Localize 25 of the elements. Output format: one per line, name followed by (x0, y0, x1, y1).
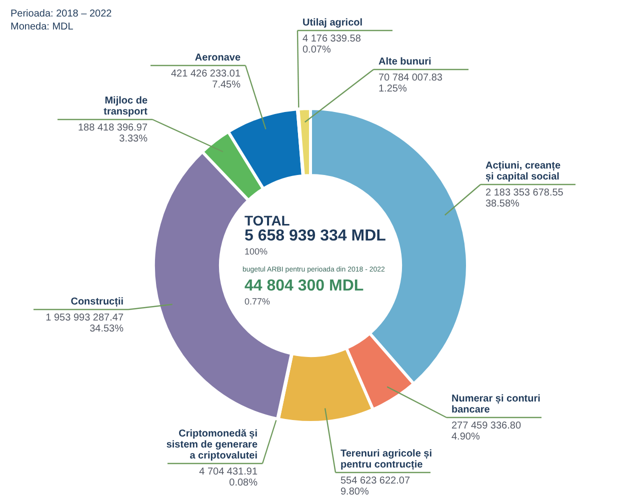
data-label: 4 704 431.91 0.08% (199, 466, 258, 488)
data-label: 188 418 396.97 3.33% (78, 122, 148, 144)
data-label: 1 953 993 287.47 34.53% (46, 312, 124, 334)
text: TOTAL (244, 212, 290, 228)
data-label: 2 183 353 678.55 38.58% (486, 188, 564, 210)
slice-label: Mijloc de transport (104, 96, 148, 118)
text: Perioada: 2018 – 2022 (10, 8, 112, 20)
slice-label: Criptomonedă și sistem de generare a criptovalutei (166, 428, 258, 462)
slice-label: Construcții (70, 296, 124, 308)
text: 44 804 300 MDL (244, 278, 364, 294)
data-label: 4 176 339.58 0.07% (302, 34, 362, 56)
slice-label: Terenuri agricole și pentru contrucție (340, 448, 432, 470)
slice-label: Acțiuni, creanțe și capital social (486, 160, 561, 182)
slice-label: Alte bunuri (378, 56, 432, 68)
text: 100% (244, 246, 268, 256)
data-label: 554 623 622.07 9.80% (340, 476, 410, 497)
text: 0.77% (244, 296, 270, 306)
text: 5 658 939 334 MDL (244, 228, 386, 244)
slice-label: Numerar și conturi bancare (452, 394, 541, 416)
data-label: 421 426 233.01 7.45% (170, 68, 241, 90)
text: Moneda: MDL (10, 22, 74, 32)
slice-label: Aeronave (194, 52, 241, 64)
data-label: 70 784 007.83 1.25% (378, 72, 443, 94)
slice-label: Utilaj agricol (302, 18, 363, 28)
data-label: 277 459 336.80 4.90% (452, 420, 522, 442)
